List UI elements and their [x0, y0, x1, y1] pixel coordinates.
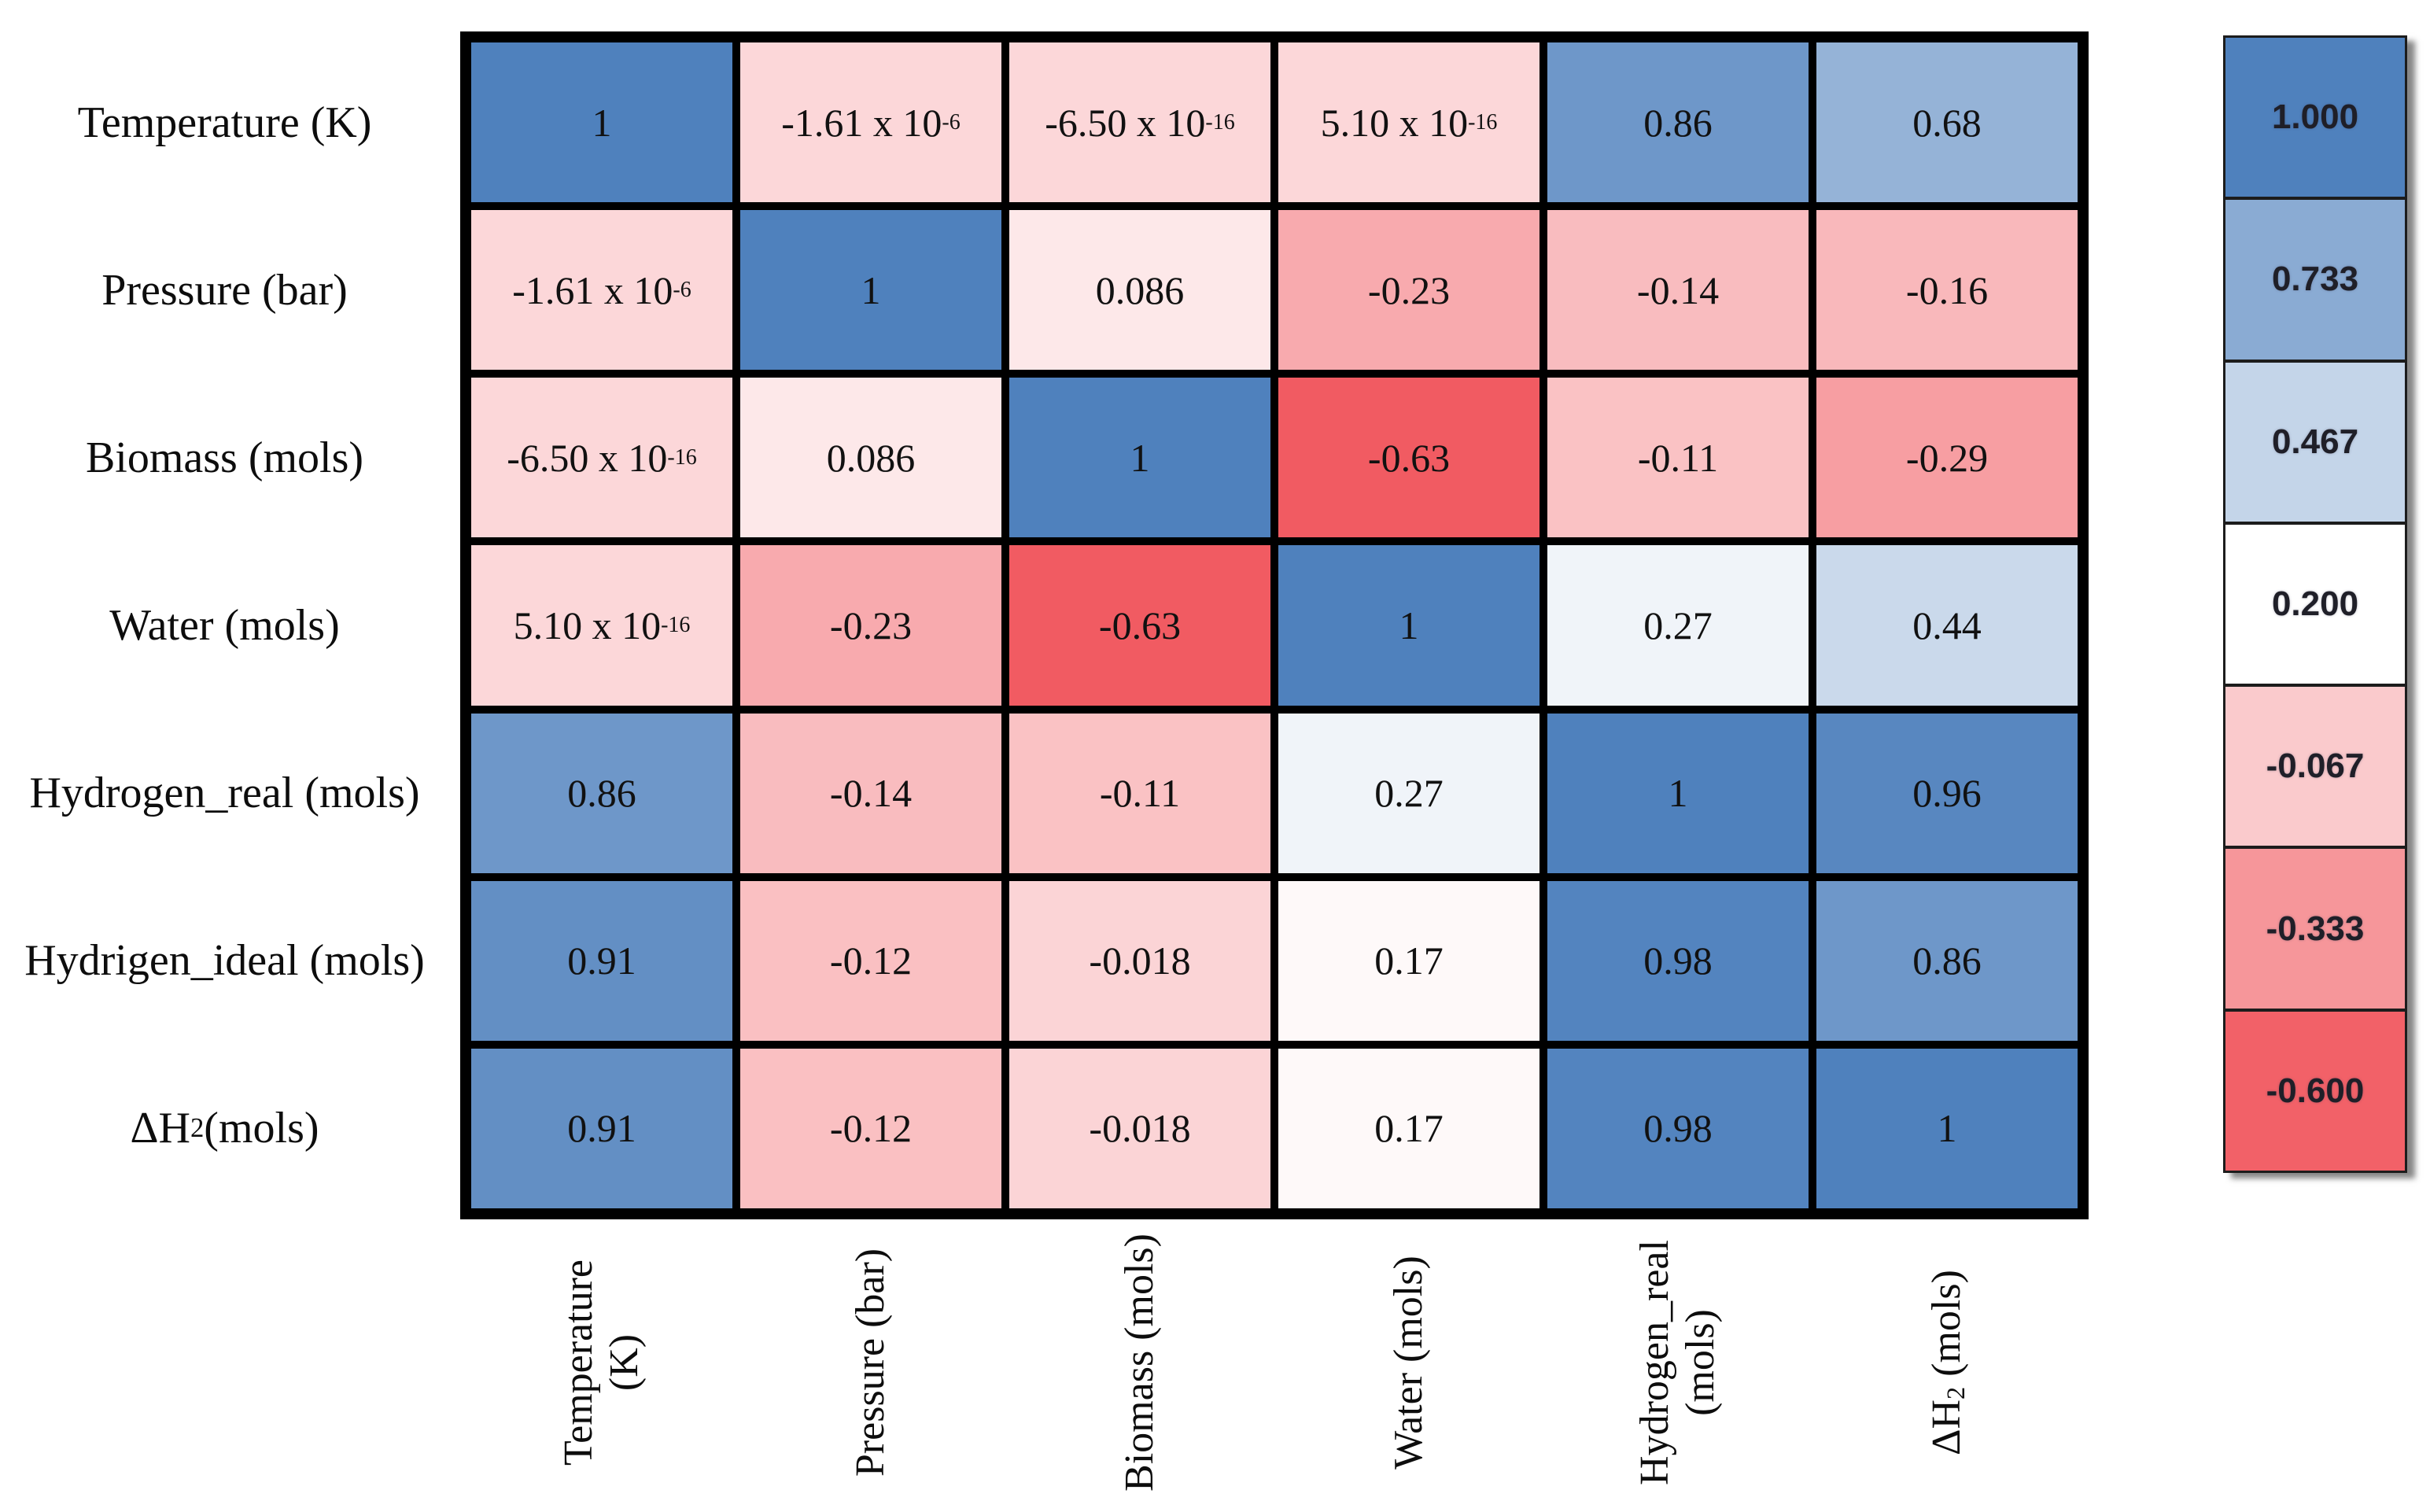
- legend-label: 0.467: [2271, 422, 2359, 461]
- legend-label: -0.333: [2266, 909, 2365, 948]
- column-label-line: Pressure (bar): [847, 1248, 893, 1477]
- matrix-cell: 0.086: [1009, 210, 1270, 371]
- color-legend: 1.000 0.733 0.467 0.200 -0.067 -0.333 -0.600: [2223, 35, 2407, 1173]
- matrix-cell: 0.17: [1278, 880, 1539, 1041]
- matrix-cell: 0.27: [1278, 713, 1539, 873]
- matrix-cell: -0.23: [740, 545, 1001, 706]
- legend-entry: -0.067: [2225, 687, 2405, 846]
- legend-label: -0.600: [2266, 1071, 2365, 1110]
- legend-entry: -0.333: [2225, 849, 2405, 1009]
- matrix-cell: -0.14: [1547, 210, 1809, 371]
- matrix-cell: 0.86: [1816, 880, 2078, 1041]
- matrix-cell: 0.91: [471, 880, 732, 1041]
- matrix-cell: -0.11: [1547, 378, 1809, 538]
- matrix-cell: 5.10 x 10 -16: [1278, 42, 1539, 203]
- column-label-line: Temperature: [555, 1259, 601, 1466]
- column-label-line: ΔH2 (mols): [1923, 1270, 1970, 1455]
- matrix-cell: -6.50 x 10 -16: [471, 378, 732, 538]
- matrix-cell: 0.68: [1816, 42, 2078, 203]
- legend-label: -0.067: [2266, 747, 2365, 786]
- matrix-cell: 1: [1009, 378, 1270, 538]
- matrix-cell: 0.17: [1278, 1048, 1539, 1208]
- matrix-cell: 0.86: [471, 713, 732, 873]
- matrix-cell: -0.63: [1278, 378, 1539, 538]
- column-label: Biomass (mols): [1077, 1213, 1203, 1512]
- legend-label: 0.200: [2271, 584, 2359, 623]
- legend-entry: 0.200: [2225, 524, 2405, 684]
- column-label-line: (K): [602, 1333, 647, 1392]
- matrix-cell: 1: [1547, 713, 1809, 873]
- matrix-cell: 5.10 x 10 -16: [471, 545, 732, 706]
- matrix-cell: 0.98: [1547, 880, 1809, 1041]
- row-label: Water (mols): [109, 600, 340, 650]
- matrix-cell: -0.11: [1009, 713, 1270, 873]
- matrix-cell: 0.44: [1816, 545, 2078, 706]
- legend-label: 1.000: [2271, 98, 2359, 137]
- matrix-cell: 0.086: [740, 378, 1001, 538]
- correlation-matrix: 1 -1.61 x 10 -6 -6.50 x 10 -16 5.10 x 10 -16 0.…: [460, 31, 2089, 1219]
- matrix-cell: 1: [1278, 545, 1539, 706]
- matrix-cell: -0.16: [1816, 210, 2078, 371]
- row-label: Pressure (bar): [101, 265, 348, 315]
- matrix-cell: 1: [740, 210, 1001, 371]
- matrix-cell: -0.14: [740, 713, 1001, 873]
- legend-entry: 1.000: [2225, 38, 2405, 197]
- matrix-cell: 0.96: [1816, 713, 2078, 873]
- matrix-cell: -0.12: [740, 880, 1001, 1041]
- matrix-cell: -0.29: [1816, 378, 2078, 538]
- matrix-cell: -0.63: [1009, 545, 1270, 706]
- row-label: Temperature (K): [77, 98, 372, 147]
- matrix-cell: 0.86: [1547, 42, 1809, 203]
- column-label-line: (mols): [1678, 1309, 1723, 1416]
- column-label: Hydrogen_real (mols): [1615, 1213, 1741, 1512]
- row-label: Hydrogen_real (mols): [29, 769, 420, 818]
- column-label: Water (mols): [1346, 1213, 1472, 1512]
- legend-entry: -0.600: [2225, 1011, 2405, 1171]
- row-label: Hydrigen_ideal (mols): [24, 936, 425, 986]
- column-label-line: Biomass (mols): [1116, 1234, 1162, 1492]
- matrix-cell: -1.61 x 10 -6: [740, 42, 1001, 203]
- matrix-cell: -6.50 x 10 -16: [1009, 42, 1270, 203]
- column-label-line: Hydrogen_real: [1632, 1240, 1677, 1485]
- subscript: 2: [1941, 1386, 1970, 1400]
- matrix-cell: -1.61 x 10 -6: [471, 210, 732, 371]
- matrix-cell: 1: [471, 42, 732, 203]
- matrix-cell: -0.018: [1009, 1048, 1270, 1208]
- matrix-cell: 1: [1816, 1048, 2078, 1208]
- column-label: ΔH2 (mols): [1884, 1213, 2010, 1512]
- column-label-line: Water (mols): [1385, 1256, 1431, 1470]
- matrix-cell: 0.27: [1547, 545, 1809, 706]
- legend-entry: 0.733: [2225, 200, 2405, 360]
- legend-label: 0.733: [2271, 260, 2359, 299]
- matrix-cell: -0.23: [1278, 210, 1539, 371]
- column-label: Pressure (bar): [808, 1213, 934, 1512]
- matrix-cell: -0.018: [1009, 880, 1270, 1041]
- matrix-cell: -0.12: [740, 1048, 1001, 1208]
- legend-entry: 0.467: [2225, 362, 2405, 522]
- matrix-cell: 0.91: [471, 1048, 732, 1208]
- column-label: Temperature (K): [539, 1213, 665, 1512]
- row-label: Biomass (mols): [85, 433, 364, 482]
- matrix-cell: 0.98: [1547, 1048, 1809, 1208]
- row-label: ΔH 2 (mols): [130, 1104, 319, 1153]
